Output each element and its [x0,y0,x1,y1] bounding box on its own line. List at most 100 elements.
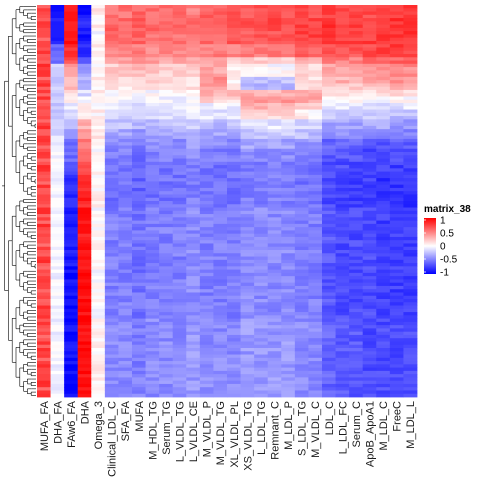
heatmap-cell [186,80,201,84]
heatmap-cell [213,240,228,244]
heatmap-cell [362,243,377,248]
heatmap-cell [267,83,282,88]
heatmap-cell [199,377,214,382]
heatmap-cell [186,266,201,270]
heatmap-cell [240,266,255,270]
heatmap-cell [64,168,79,172]
heatmap-cell [77,321,92,326]
heatmap-cell [349,357,364,362]
heatmap-cell [322,308,336,313]
heatmap-cell [186,99,201,104]
heatmap-cell [213,142,228,146]
heatmap-cell [50,171,65,176]
heatmap-cell [376,338,391,342]
heatmap-cell [118,246,133,251]
heatmap-cell [50,387,65,391]
heatmap-cell [64,227,79,231]
heatmap-cell [227,295,241,300]
heatmap-cell [227,236,241,241]
heatmap-cell [145,99,160,104]
heatmap-cell [240,204,255,208]
heatmap-cell [118,165,133,169]
heatmap-cell [104,158,119,163]
heatmap-cell [118,204,133,208]
heatmap-cell [104,351,119,355]
heatmap-cell [403,187,418,192]
heatmap-cell [389,122,404,127]
heatmap-cell [349,295,364,300]
heatmap-cell [403,178,418,182]
heatmap-cell [240,276,255,280]
heatmap-cell [389,21,404,25]
heatmap-cell [322,230,336,235]
heatmap-cell [77,8,92,12]
heatmap-cell [308,31,323,35]
heatmap-cell [199,305,214,310]
heatmap-cell [199,138,214,143]
heatmap-cell [227,93,241,97]
heatmap-cell [199,289,214,293]
heatmap-cell [77,227,92,231]
heatmap-cell [213,282,228,287]
heatmap-cell [308,37,323,42]
heatmap-cell [145,122,160,127]
heatmap-cell [254,361,269,365]
heatmap-cell [308,112,323,117]
heatmap-cell [145,367,160,372]
heatmap-cell [132,125,146,130]
heatmap-cell [308,187,323,192]
heatmap-cell [267,138,282,143]
heatmap-cell [349,292,364,297]
heatmap-cell [322,269,336,274]
heatmap-cell [267,184,282,189]
heatmap-cell [227,197,241,202]
heatmap-cell [227,165,241,169]
heatmap-cell [64,148,79,153]
heatmap-cell [281,122,296,127]
heatmap-cell [172,148,187,153]
heatmap-cell [322,106,336,110]
heatmap-cell [403,223,418,228]
heatmap-cell [64,272,79,277]
heatmap-cell [37,227,51,231]
heatmap-cell [37,269,51,274]
heatmap-cell [335,256,350,261]
heatmap-cell [376,220,391,225]
heatmap-cell [227,370,241,375]
heatmap-cell [50,325,65,329]
heatmap-cell [403,197,418,202]
heatmap-cell [159,272,174,277]
heatmap-cell [240,240,255,244]
heatmap-cell [213,338,228,342]
heatmap-cell [186,47,201,52]
heatmap-cell [322,152,336,156]
heatmap-cell [308,328,323,333]
heatmap-cell [403,165,418,169]
heatmap-cell [376,204,391,208]
heatmap-cell [118,119,133,123]
heatmap-cell [172,155,187,159]
heatmap-cell [77,106,92,110]
heatmap-cell [389,250,404,254]
heatmap-cell [186,96,201,101]
heatmap-cell [389,99,404,104]
heatmap-cell [91,168,106,172]
heatmap-cell [199,148,214,153]
heatmap-cell [376,227,391,231]
heatmap-cell [145,37,160,42]
heatmap-cell [294,76,309,81]
heatmap-cell [64,302,79,306]
heatmap-cell [376,184,391,189]
heatmap-cell [389,393,404,398]
heatmap-cell [104,44,119,48]
heatmap-cell [349,341,364,346]
heatmap-cell [145,390,160,395]
heatmap-cell [227,112,241,117]
heatmap-cell [254,109,269,114]
heatmap-cell [240,233,255,238]
heatmap-cell [335,299,350,303]
heatmap-cell [50,132,65,137]
heatmap-cell [376,246,391,251]
heatmap-cell [240,390,255,395]
heatmap-cell [64,263,79,267]
